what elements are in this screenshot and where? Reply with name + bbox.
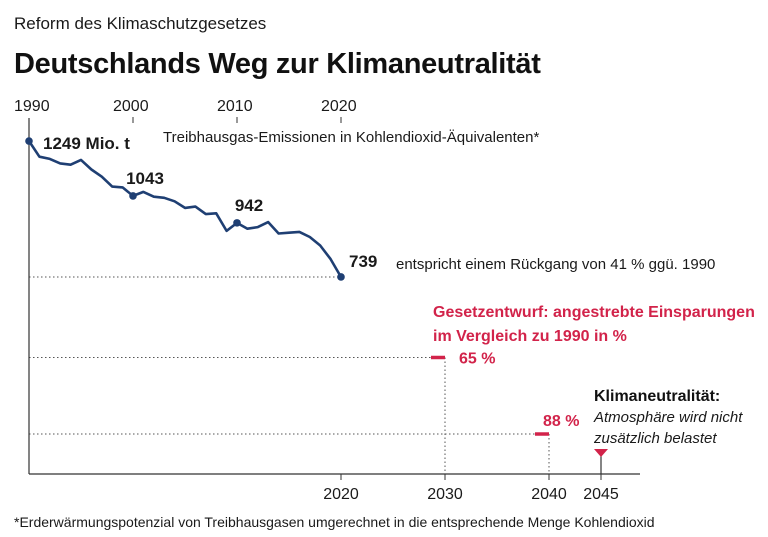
data-point-2010 <box>233 219 241 227</box>
data-label-2010: 942 <box>235 196 263 215</box>
line-layer <box>25 137 345 281</box>
chart-subtitle: Reform des Klimaschutzgesetzes <box>14 14 266 33</box>
neutrality-desc-line1: Atmosphäre wird nicht <box>593 409 743 426</box>
targets-heading-line1: Gesetzentwurf: angestrebte Einsparungen <box>433 304 755 321</box>
label-layer: 1249 Mio. t 1043 942 739 <box>43 134 377 271</box>
neutrality-title: Klimaneutralität: <box>594 388 720 405</box>
data-label-1990: 1249 Mio. t <box>43 134 130 153</box>
bottom-tick-2030: 2030 <box>427 486 463 503</box>
footnote: *Erderwärmungspotenzial von Treibhausgas… <box>14 514 655 530</box>
series-title: Treibhausgas-Emissionen in Kohlendioxid-… <box>163 129 539 146</box>
bottom-tick-2040: 2040 <box>531 486 567 503</box>
target-label-2040: 88 % <box>543 413 579 430</box>
top-tick-1990: 1990 <box>14 98 50 115</box>
neutrality-desc-line2: zusätzlich belastet <box>593 430 717 447</box>
top-tick-2020: 2020 <box>321 98 357 115</box>
data-label-2000: 1043 <box>126 169 164 188</box>
target-layer: 65 % 88 % <box>431 350 608 457</box>
neutrality-marker <box>594 449 608 457</box>
data-label-2020: 739 <box>349 252 377 271</box>
target-label-2030: 65 % <box>459 350 495 367</box>
top-tick-2010: 2010 <box>217 98 253 115</box>
data-point-2000 <box>129 192 137 200</box>
annotation-739: entspricht einem Rückgang von 41 % ggü. … <box>396 256 715 273</box>
axis-layer: 1990 2000 2010 2020 2020 2030 2040 2045 <box>14 98 640 503</box>
bottom-tick-2020: 2020 <box>323 486 359 503</box>
data-point-1990 <box>25 137 33 145</box>
series-line <box>27 139 343 279</box>
chart-title: Deutschlands Weg zur Klimaneutralität <box>14 48 541 80</box>
targets-heading-line2: im Vergleich zu 1990 in % <box>433 328 627 345</box>
data-point-2020 <box>337 273 345 281</box>
top-tick-2000: 2000 <box>113 98 149 115</box>
bottom-tick-2045: 2045 <box>583 486 619 503</box>
grid-layer <box>29 276 602 474</box>
